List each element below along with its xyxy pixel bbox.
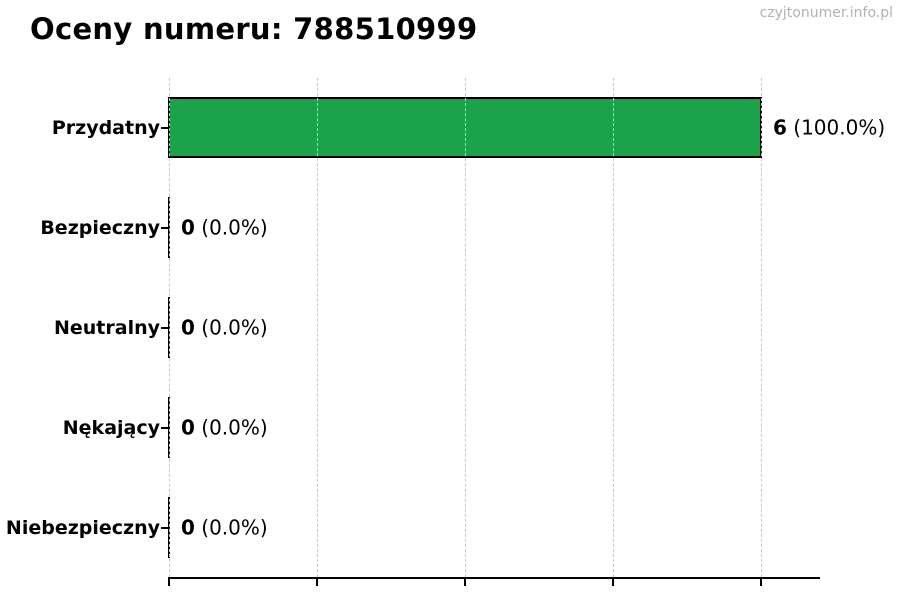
vertical-gridline [316, 78, 318, 577]
y-axis-tick [161, 226, 168, 229]
value-percent: (0.0%) [194, 215, 268, 240]
value-percent: (0.0%) [194, 415, 268, 440]
category-label: Przydatny [51, 116, 160, 139]
value-count: 0 [181, 215, 195, 240]
category-label: Bezpieczny [40, 216, 160, 239]
x-axis-tick [168, 578, 170, 586]
chart-title: Oceny numeru: 788510999 [30, 12, 478, 46]
category-label: Niebezpieczny [5, 516, 160, 539]
value-label: 0 (0.0%) [181, 415, 268, 439]
y-axis-tick [161, 326, 168, 329]
value-count: 0 [181, 315, 195, 340]
value-count: 0 [181, 415, 195, 440]
value-label: 0 (0.0%) [181, 315, 268, 339]
value-percent: (0.0%) [194, 515, 268, 540]
x-axis-tick [316, 578, 318, 586]
vertical-gridline [168, 78, 170, 577]
value-percent: (0.0%) [194, 315, 268, 340]
y-axis-tick [161, 126, 168, 129]
value-count: 0 [181, 515, 195, 540]
value-label: 0 (0.0%) [181, 215, 268, 239]
category-label: Nękający [62, 416, 160, 439]
vertical-gridline [612, 78, 614, 577]
value-label: 0 (0.0%) [181, 515, 268, 539]
value-percent: (100.0%) [786, 115, 886, 140]
y-axis-tick [161, 526, 168, 529]
value-label: 6 (100.0%) [773, 115, 885, 139]
x-axis-line [168, 577, 820, 579]
y-axis-tick [161, 426, 168, 429]
vertical-gridline [464, 78, 466, 577]
value-count: 6 [773, 115, 787, 140]
vertical-gridline [760, 78, 762, 577]
x-axis-tick [612, 578, 614, 586]
category-label: Neutralny [53, 316, 160, 339]
watermark-link[interactable]: czyjtonumer.info.pl [759, 5, 893, 21]
x-axis-tick [464, 578, 466, 586]
x-axis-tick [760, 578, 762, 586]
